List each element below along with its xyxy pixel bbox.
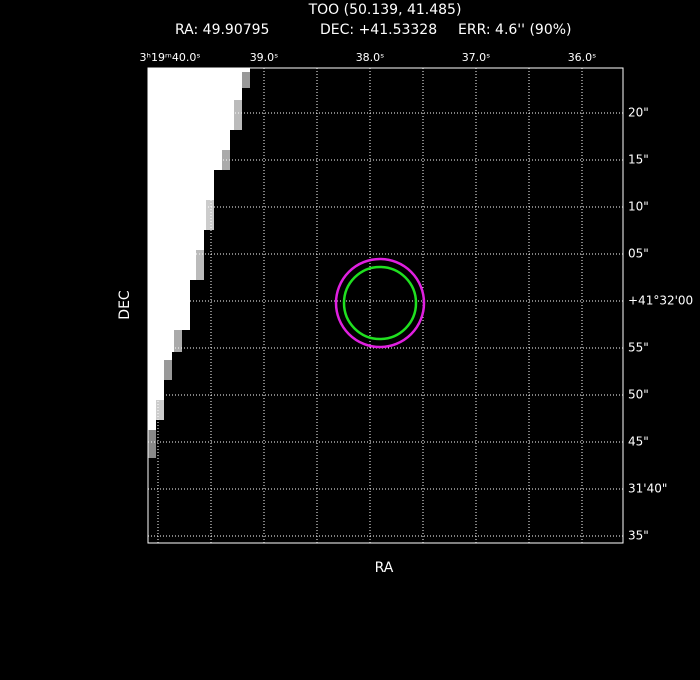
edge-pixel [196,250,204,280]
edge-pixel [234,100,242,130]
right-tick-label: 55" [628,341,649,355]
right-tick-label: 15" [628,153,649,167]
right-tick-label: 50" [628,388,649,402]
top-tick-label: 39.0ˢ [250,51,279,64]
right-tick-label: 05" [628,247,649,261]
right-tick-label: +41°32'00 [628,294,693,308]
right-tick-label: 45" [628,435,649,449]
right-tick-label: 35" [628,529,649,543]
dec-value: DEC: +41.53328 [320,22,437,38]
error-circle-outer [334,257,426,349]
edge-pixel [148,430,156,458]
edge-pixel [242,72,250,88]
plot-frame [147,67,624,544]
err-value: ERR: 4.6'' (90%) [458,22,572,38]
ra-value: RA: 49.90795 [175,22,269,38]
error-circle-inner [342,265,418,341]
right-tick-label: 31'40" [628,482,667,496]
title: TOO (50.139, 41.485) [308,2,462,18]
edge-pixel [156,400,164,420]
right-tick-label: 10" [628,200,649,214]
top-tick-label: 36.0ˢ [568,51,597,64]
edge-pixel [206,200,214,230]
right-tick-label: 20" [628,106,649,120]
x-axis-label: RA [375,560,394,576]
top-tick-label: 37.0ˢ [462,51,491,64]
top-tick-label: 38.0ˢ [356,51,385,64]
y-axis-label: DEC [117,290,133,320]
grid [148,68,623,543]
edge-pixel [164,360,172,380]
top-tick-label: 3ʰ19ᵐ40.0ˢ [140,51,201,64]
edge-pixel [174,330,182,352]
